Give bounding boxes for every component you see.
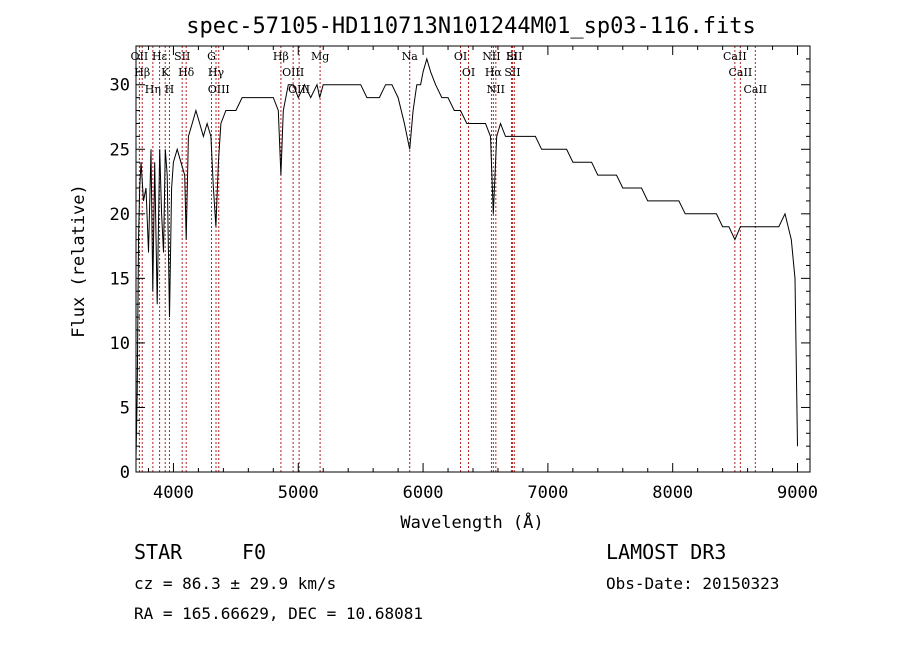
spectral-line-label: OII — [131, 50, 149, 63]
object-subclass: F0 — [242, 540, 267, 564]
spectral-line-label: Hγ — [208, 66, 225, 79]
spectral-line-label: H — [165, 83, 175, 96]
spectral-line-label: G — [207, 50, 216, 63]
spectral-line-label: Hδ — [178, 66, 195, 79]
spectral-line-label: Hβ — [273, 50, 289, 63]
y-tick-label: 30 — [110, 76, 130, 96]
plot-frame — [135, 45, 811, 473]
x-tick-label: 4000 — [153, 483, 194, 503]
spectral-line-label: Li — [506, 50, 517, 63]
y-axis-label: Flux (relative) — [69, 184, 89, 338]
spectral-line-label: Hβ — [134, 66, 150, 79]
y-tick-label: 0 — [120, 463, 130, 483]
spectral-line-label: OI — [454, 50, 467, 63]
spectral-line-label: K — [161, 66, 170, 79]
y-tick-label: 25 — [110, 140, 130, 160]
spectral-line-label: SII — [504, 66, 520, 79]
chart-title: spec-57105-HD110713N101244M01_sp03-116.f… — [186, 14, 756, 39]
y-tick-label: 15 — [110, 269, 130, 289]
x-tick-label: 9000 — [777, 483, 818, 503]
y-tick-label: 10 — [110, 334, 130, 354]
x-tick-label: 8000 — [652, 483, 693, 503]
spectral-line-label: SII — [174, 50, 190, 63]
survey-name: LAMOST DR3 — [606, 540, 727, 564]
spectral-line-label: CaII — [743, 83, 767, 96]
x-tick-label: 5000 — [278, 483, 319, 503]
sky-coordinates: RA = 165.66629, DEC = 10.68081 — [134, 604, 423, 623]
spectral-line-label: Hα — [485, 66, 503, 79]
spectral-line-label: OI — [462, 66, 475, 79]
x-tick-label: 7000 — [527, 483, 568, 503]
spectral-line-label: SII — [506, 50, 522, 63]
spectral-line-label: CaII — [723, 50, 747, 63]
spectral-line-label: Na — [402, 50, 419, 63]
x-tick-label: 6000 — [403, 483, 444, 503]
spectral-line-label: OIII — [282, 66, 304, 79]
spectral-line-label: NII — [482, 50, 500, 63]
spectral-line-label: Mg — [311, 50, 329, 63]
spectral-line-label: OIII — [208, 83, 230, 96]
object-class: STAR — [134, 540, 183, 564]
x-axis-ticks: 4000 5000 6000 7000 8000 9000 — [147, 46, 818, 503]
observation-date: Obs-Date: 20150323 — [606, 574, 780, 593]
y-axis-ticks: 0 5 10 15 20 25 30 — [110, 58, 810, 483]
redshift-velocity: cz = 86.3 ± 29.9 km/s — [134, 574, 337, 593]
spectral-line-label: Hε — [152, 50, 168, 63]
spectral-line-label: Hη — [145, 83, 161, 96]
x-axis-label: Wavelength (Å) — [400, 511, 543, 533]
spectral-line-label: NII — [487, 83, 505, 96]
spectrum-line — [135, 57, 798, 460]
y-tick-label: 20 — [110, 205, 130, 225]
spectral-line-label: CaII — [729, 66, 753, 79]
y-tick-label: 5 — [120, 398, 130, 418]
spectral-line-markers — [138, 46, 756, 472]
